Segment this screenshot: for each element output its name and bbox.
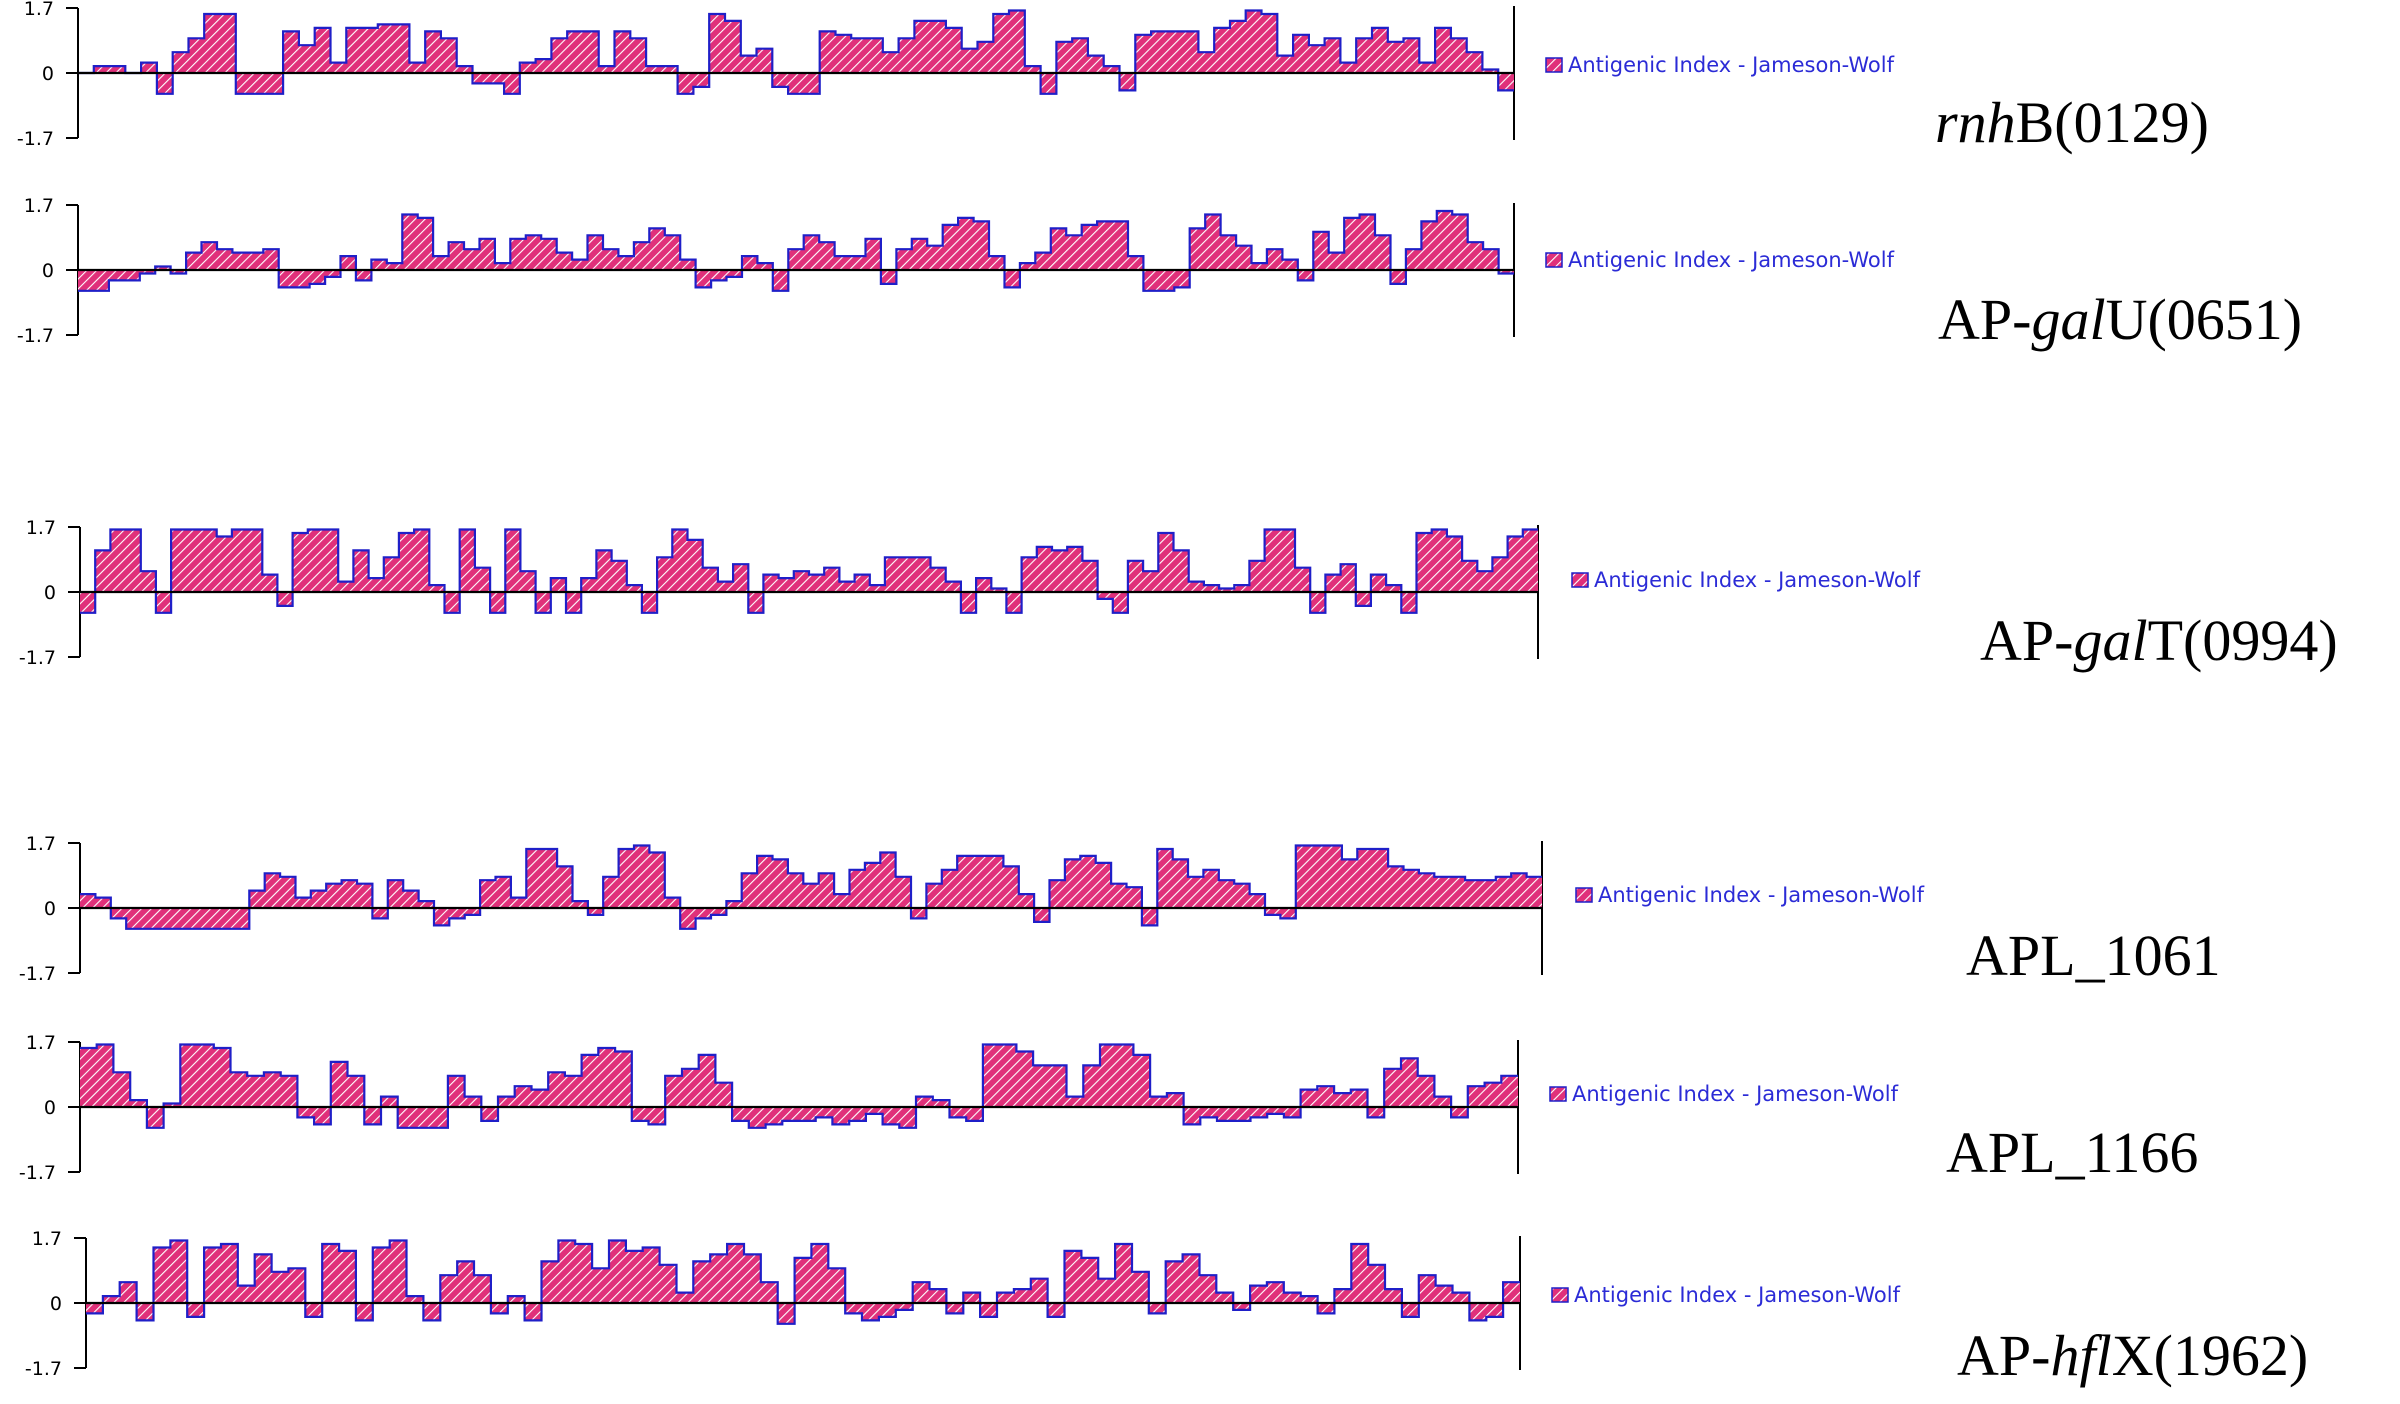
antigenic-index-outline [80,528,1538,614]
gene-label-prefix: AP- [1938,287,2031,352]
legend-swatch [1545,252,1563,268]
legend-label: Antigenic Index - Jameson-Wolf [1568,53,1895,77]
gene-label-suffix: APL_1061 [1966,923,2221,988]
legend-label: Antigenic Index - Jameson-Wolf [1568,248,1895,272]
legend-swatch [1575,887,1593,903]
legend: Antigenic Index - Jameson-Wolf [1551,1283,1901,1307]
chart-panel-1: 1.7 0 -1.7 Antigenic Index - Jameson-Wolf rn… [17,0,2209,155]
gene-label-italic: gal [2031,287,2105,352]
y-tick-label: -1.7 [19,1162,56,1184]
y-tick-label: -1.7 [25,1358,62,1380]
y-tick-label: 0 [42,260,54,282]
gene-label-suffix: X(1962) [2112,1323,2309,1388]
antigenic-index-outline [78,209,1514,292]
legend: Antigenic Index - Jameson-Wolf [1575,883,1925,907]
chart-panel-5: 1.7 0 -1.7 Antigenic Index - Jameson-Wolf AP… [19,1032,2199,1185]
legend-label: Antigenic Index - Jameson-Wolf [1574,1283,1901,1307]
y-tick-label: 0 [44,1097,56,1119]
gene-label-prefix: AP- [1980,608,2073,673]
legend: Antigenic Index - Jameson-Wolf [1571,568,1921,592]
gene-label-italic: gal [2073,608,2147,673]
y-tick-label: -1.7 [17,128,54,150]
gene-label: AP-galU(0651) [1938,287,2302,352]
gene-label: APL_1061 [1966,923,2221,988]
gene-label: AP-galT(0994) [1980,608,2338,673]
legend-swatch [1571,572,1589,588]
legend-swatch [1549,1086,1567,1102]
legend-label: Antigenic Index - Jameson-Wolf [1572,1082,1899,1106]
antigenic-index-area [78,10,1514,94]
legend: Antigenic Index - Jameson-Wolf [1545,53,1895,77]
legend-label: Antigenic Index - Jameson-Wolf [1598,883,1925,907]
y-tick-label: 1.7 [32,1228,62,1250]
chart-panel-4: 1.7 0 -1.7 Antigenic Index - Jameson-Wolf AP… [19,833,2221,988]
gene-label: AP-hflX(1962) [1957,1323,2308,1388]
gene-label-suffix: T(0994) [2148,608,2338,673]
y-tick-label: 1.7 [24,0,54,20]
legend-label: Antigenic Index - Jameson-Wolf [1594,568,1921,592]
antigenic-index-outline [80,844,1542,930]
legend-swatch [1551,1287,1569,1303]
antigenic-index-outline [80,1043,1518,1129]
y-tick-label: 0 [44,898,56,920]
gene-label: rnhB(0129) [1935,90,2209,155]
legend: Antigenic Index - Jameson-Wolf [1545,248,1895,272]
antigenic-index-area [80,845,1542,929]
antigenic-index-area [86,1240,1520,1324]
gene-label-suffix: U(0651) [2106,287,2303,352]
gene-label-prefix: AP- [1957,1323,2050,1388]
y-tick-label: 0 [50,1293,62,1315]
y-tick-label: 1.7 [26,833,56,855]
chart-panel-3: 1.7 0 -1.7 Antigenic Index - Jameson-Wolf AP… [19,517,2338,673]
y-tick-label: -1.7 [19,647,56,669]
antigenic-index-outline [78,9,1514,95]
y-tick-label: 1.7 [26,517,56,539]
y-tick-label: -1.7 [17,325,54,347]
chart-panel-6: 1.7 0 -1.7 Antigenic Index - Jameson-Wolf AP… [25,1228,2308,1388]
y-tick-label: 0 [42,63,54,85]
gene-label-suffix: APL_1166 [1946,1120,2198,1185]
y-tick-label: -1.7 [19,963,56,985]
gene-label-italic: rnh [1935,90,2016,155]
legend-swatch [1545,57,1563,73]
y-tick-label: 1.7 [24,195,54,217]
gene-label: APL_1166 [1946,1120,2198,1185]
y-tick-label: 1.7 [26,1032,56,1054]
y-tick-label: 0 [44,582,56,604]
chart-panel-2: 1.7 0 -1.7 Antigenic Index - Jameson-Wolf AP… [17,195,2302,352]
antigenic-index-outline [86,1239,1520,1325]
gene-label-suffix: B(0129) [2016,90,2209,155]
legend: Antigenic Index - Jameson-Wolf [1549,1082,1899,1106]
gene-label-italic: hfl [2050,1323,2111,1388]
antigenic-index-area [80,1044,1518,1128]
